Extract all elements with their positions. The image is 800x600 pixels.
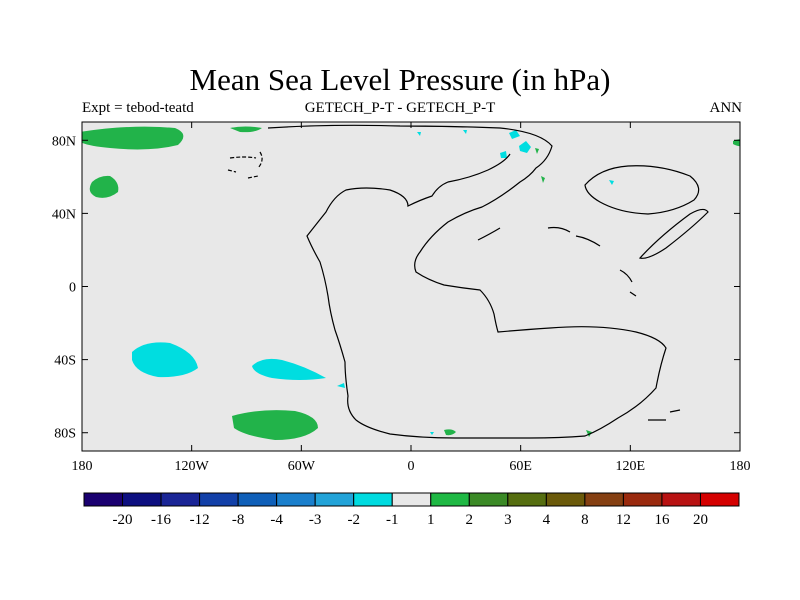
colorbar-label: 20 — [693, 512, 708, 528]
negative-anomaly-asia — [609, 180, 614, 185]
coastline-ocean-island-arc — [638, 208, 709, 259]
colorbar-swatch — [507, 492, 547, 507]
colorbar-label: -3 — [309, 512, 322, 528]
positive-anomaly-small-d — [535, 148, 539, 154]
positive-anomaly-arctic — [230, 126, 262, 133]
colorbar-swatch — [314, 492, 355, 507]
y-tick-label: 40N — [52, 207, 76, 222]
map-background — [82, 122, 740, 451]
x-tick-label: 120E — [616, 459, 646, 474]
coastline-americas-africa-eurasia — [267, 124, 667, 439]
x-tick-label: 180 — [730, 459, 751, 474]
colorbar-swatch — [622, 492, 663, 507]
coastline-islands-mid — [477, 226, 637, 297]
anomaly-contours — [82, 126, 740, 440]
negative-anomaly-arctic-a — [509, 130, 520, 139]
colorbar-label: -20 — [113, 512, 133, 528]
colorbar-label: 4 — [543, 512, 551, 528]
colorbar-swatch — [353, 492, 393, 507]
y-tick-label: 40S — [54, 354, 76, 369]
colorbar-swatch — [699, 492, 740, 507]
coastline-islands-north — [227, 151, 263, 179]
colorbar-label: 3 — [504, 512, 512, 528]
colorbar-label: 1 — [427, 512, 435, 528]
x-tick-label: 60E — [509, 459, 532, 474]
y-tick-label: 80S — [54, 427, 76, 442]
map-title: Mean Sea Level Pressure (in hPa) — [189, 62, 611, 97]
colorbar-label: -12 — [190, 512, 210, 528]
colorbar-swatch — [430, 492, 470, 507]
y-tick-label: 0 — [69, 281, 76, 296]
colorbar-swatch — [468, 492, 509, 507]
colorbar-swatch — [199, 492, 239, 507]
colorbar-label: -16 — [151, 512, 171, 528]
positive-anomaly-small-b — [586, 430, 592, 437]
model-comparison-label: GETECH_P-T - GETECH_P-T — [304, 100, 496, 116]
x-tick-label: 120W — [175, 459, 210, 474]
coastline-islands-south — [648, 409, 681, 421]
coastline-ocean-island-east — [584, 165, 700, 215]
negative-anomaly-arctic-b — [519, 141, 531, 153]
x-tick-label: 60W — [288, 459, 316, 474]
colorbar-label: -2 — [347, 512, 360, 528]
colorbar-label: 16 — [654, 512, 670, 528]
negative-anomaly-arctic-c — [500, 151, 507, 158]
colorbar-label: -1 — [386, 512, 399, 528]
colorbar-label: 8 — [581, 512, 589, 528]
positive-anomaly-south-pacific — [232, 410, 318, 440]
x-tick-label: 180 — [72, 459, 93, 474]
axis-ticks: 180 120W 60W 0 60E 120E 180 80N 40N 0 40S 80S — [52, 122, 751, 474]
negative-anomaly-south-pacific-west — [132, 342, 198, 378]
y-tick-label: 80N — [52, 134, 76, 149]
colorbar-swatch — [122, 492, 162, 507]
negative-anomaly-arctic-d — [417, 132, 421, 136]
negative-anomaly-small-south-b — [430, 432, 434, 435]
colorbar: -20 -16 -12 -8 -4 -3 -2 -1 1 2 3 4 8 12 16 20 — [83, 492, 740, 528]
colorbar-label: 12 — [616, 512, 631, 528]
coastlines — [227, 124, 709, 439]
experiment-label: Expt = tebod-teatd — [82, 100, 194, 116]
colorbar-swatch — [391, 492, 432, 507]
colorbar-label: -8 — [232, 512, 245, 528]
season-label: ANN — [709, 100, 743, 116]
colorbar-swatch — [545, 492, 586, 507]
positive-anomaly-north-pacific — [82, 126, 184, 150]
positive-anomaly-small-c — [541, 176, 545, 183]
colorbar-swatch — [276, 492, 316, 507]
colorbar-swatch — [661, 492, 701, 507]
colorbar-swatch — [83, 492, 124, 507]
colorbar-label: -4 — [270, 512, 283, 528]
colorbar-swatch — [160, 492, 201, 507]
x-tick-label: 0 — [408, 459, 415, 474]
negative-anomaly-arctic-e — [463, 130, 467, 134]
negative-anomaly-small-south — [337, 383, 345, 388]
positive-anomaly-north-pacific-small — [89, 175, 119, 198]
colorbar-label: 2 — [466, 512, 474, 528]
negative-anomaly-south-pacific-east — [252, 358, 326, 380]
positive-anomaly-far-east — [733, 139, 740, 147]
colorbar-swatch — [584, 492, 624, 507]
positive-anomaly-small-a — [444, 429, 456, 436]
colorbar-swatch — [237, 492, 278, 507]
